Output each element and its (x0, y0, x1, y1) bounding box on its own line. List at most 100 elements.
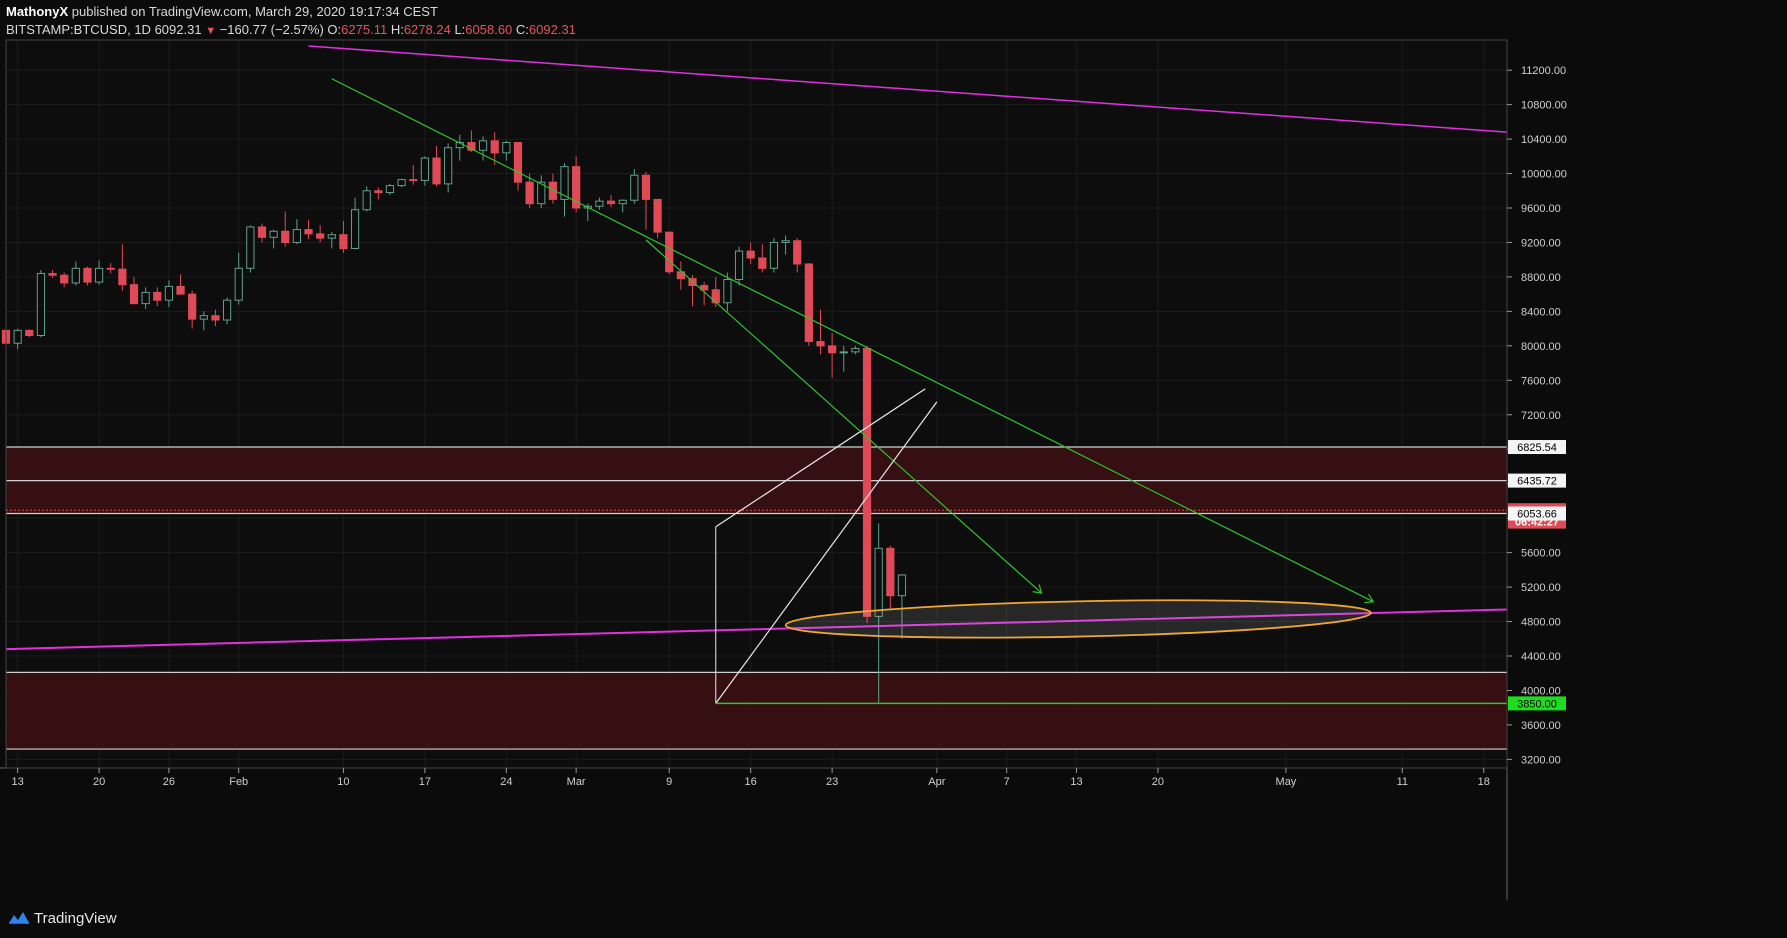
candle (48, 272, 57, 276)
publish-text: published on TradingView.com, March 29, … (71, 4, 438, 19)
wedge-upper-line (715, 388, 926, 528)
candle (257, 226, 267, 238)
close-label: C: (515, 22, 529, 37)
candle (862, 347, 872, 617)
price-chart[interactable]: 3200.00 3600.00 4000.00 4400.00 4800.00 5200.… (0, 0, 1787, 900)
candle (25, 329, 34, 337)
candle (350, 209, 360, 249)
candle (746, 250, 755, 259)
price-badge (1508, 473, 1566, 488)
x-tick-label: May (1276, 776, 1297, 788)
chart-header: MathonyX published on TradingView.com, M… (0, 0, 1787, 40)
down-arrow-icon: ▼ (205, 25, 217, 37)
change-value: −160.77 (−2.57%) (219, 22, 324, 37)
resistance-zone (6, 672, 1507, 750)
candle (94, 267, 104, 283)
long-green-trendline (331, 78, 1374, 603)
candle (374, 190, 383, 193)
y-tick-label: 5600.00 (1521, 548, 1561, 560)
candle (711, 289, 720, 304)
author-name[interactable]: MathonyX (6, 4, 69, 19)
candle (467, 142, 476, 151)
y-tick-label: 4400.00 (1521, 651, 1561, 663)
candle (781, 240, 790, 243)
candle (420, 157, 429, 181)
x-tick-label: 9 (666, 776, 672, 788)
candle (839, 351, 848, 354)
candle (71, 267, 80, 284)
x-tick-label: 13 (12, 776, 24, 788)
y-tick-label: 5200.00 (1521, 582, 1561, 594)
x-tick-label: Mar (567, 776, 586, 788)
x-tick-label: 17 (419, 776, 431, 788)
short-green-trendline-head (1032, 584, 1043, 594)
candle (897, 574, 907, 597)
x-tick-label: 16 (745, 776, 757, 788)
symbol-label[interactable]: BITSTAMP:BTCUSD, 1D (6, 22, 151, 37)
y-tick-label: 7600.00 (1521, 375, 1561, 387)
low-label: L: (454, 22, 466, 37)
candle (118, 268, 127, 286)
candle (700, 285, 709, 291)
candle (874, 547, 883, 617)
y-tick-label: 4000.00 (1521, 685, 1561, 697)
footer-bar: TradingView (0, 900, 1787, 938)
y-tick-label: 10000.00 (1521, 169, 1567, 181)
candle (36, 272, 46, 337)
high-value: 6278.24 (403, 22, 451, 37)
y-tick-label: 9200.00 (1521, 237, 1561, 249)
candle (316, 233, 325, 239)
candle (234, 267, 243, 301)
time-axis (0, 768, 1507, 900)
close-value: 6092.31 (528, 22, 576, 37)
x-tick-label: 23 (826, 776, 838, 788)
candle (630, 174, 639, 201)
candle (432, 157, 441, 185)
x-tick-label: 20 (1152, 776, 1164, 788)
wedge-lower-line (715, 401, 938, 704)
candle (176, 285, 185, 295)
x-tick-label: 10 (337, 776, 349, 788)
target-ellipse (784, 599, 1372, 639)
candle (269, 230, 278, 238)
candle (281, 230, 290, 243)
candle (362, 190, 371, 211)
candle (211, 315, 220, 321)
x-tick-label: Feb (229, 776, 248, 788)
candle (141, 291, 150, 305)
candle (502, 142, 511, 154)
candle (106, 267, 115, 270)
price-badge (1508, 696, 1566, 711)
high-label: H: (390, 22, 404, 37)
candle (129, 284, 139, 305)
candle (560, 166, 569, 200)
candle (478, 140, 488, 151)
candle (199, 315, 208, 320)
open-label: O: (327, 22, 342, 37)
candle (769, 241, 779, 269)
candle (60, 274, 69, 284)
candle (13, 329, 22, 344)
candle (444, 147, 453, 185)
y-tick-label: 8000.00 (1521, 341, 1561, 353)
x-tick-label: 20 (93, 776, 105, 788)
tradingview-brand[interactable]: TradingView (8, 909, 117, 927)
candle (641, 174, 651, 200)
y-tick-label: 7200.00 (1521, 410, 1561, 422)
short-green-trendline (645, 239, 1042, 594)
x-tick-label: 24 (500, 776, 512, 788)
magenta-resistance-line (308, 45, 1508, 133)
y-tick-label: 3200.00 (1521, 754, 1561, 766)
candle (397, 179, 406, 187)
x-tick-label: Apr (928, 776, 945, 788)
y-tick-label: 8800.00 (1521, 272, 1561, 284)
candle (525, 181, 534, 205)
candle (723, 279, 732, 304)
y-tick-label: 11200.00 (1521, 65, 1566, 77)
candle (793, 240, 802, 265)
price-badge (1508, 440, 1566, 455)
price-badge-label: 3850.00 (1517, 698, 1557, 710)
magenta-support-line (5, 608, 1508, 651)
candle (828, 345, 837, 354)
y-tick-label: 10800.00 (1521, 100, 1567, 112)
